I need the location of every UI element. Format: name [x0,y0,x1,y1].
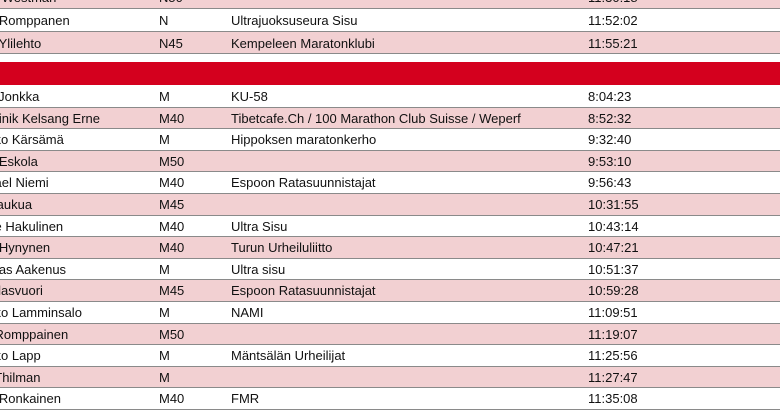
table-row: mas Aakenus M Ultra sisu 10:51:37 [0,259,780,280]
finish-time: 9:53:10 [588,154,632,169]
age-class: M40 [159,111,185,126]
runner-name: minik Kelsang Erne [0,111,100,126]
age-class: M45 [159,197,185,212]
table-row: kael Niemi M40 Espoon Ratasuunnistajat 9:56… [0,172,780,194]
table-row: kko Kärsämä M Hippoksen maratonkerho 9:32:4… [0,129,780,151]
runner-name: o Ronkainen [0,391,61,406]
club-name: Ultra sisu [231,262,286,277]
age-class: N45 [159,36,183,51]
runner-name: i Romppainen [0,327,69,342]
age-class: M40 [159,240,185,255]
runner-name: a Eskola [0,154,38,169]
club-name: NAMI [231,305,264,320]
table-row: o Hynynen M40 Turun Urheiluliitto 10:47:21 [0,237,780,259]
club-name: Ultrajuoksuseura Sisu [231,13,358,28]
club-name: Mäntsälän Urheilijat [231,348,346,363]
club-name: FMR [231,391,260,406]
runner-name: a Ylilehto [0,36,42,51]
club-name: Hippoksen maratonkerho [231,132,377,147]
club-name: Tibetcafe.Ch / 100 Marathon Club Suisse … [231,111,521,126]
finish-time: 10:43:14 [588,219,639,234]
finish-time: 11:19:07 [588,327,638,342]
finish-time: 11:25:56 [588,348,638,363]
runner-name: mas Aakenus [0,262,67,277]
finish-time: 11:52:02 [588,13,638,28]
age-class: M40 [159,391,185,406]
table-row: a Ylilehto N45 Kempeleen Maratonklubi 11:55… [0,32,780,54]
runner-name: o Hynynen [0,240,51,255]
club-name: KU-58 [231,89,268,104]
age-class: M [159,305,170,320]
age-class: M40 [159,175,185,190]
finish-time: 9:32:40 [588,132,632,147]
finish-time: 10:59:28 [588,283,639,298]
table-row: Kaukua M45 10:31:55 [0,194,780,216]
club-name: Espoon Ratasuunnistajat [231,175,376,190]
age-class: M [159,348,170,363]
club-name: Turun Urheiluliitto [231,240,333,255]
runner-name: se Hakulinen [0,219,64,234]
age-class: M50 [159,327,185,342]
runner-name: kko Lapp [0,348,41,363]
runner-name: ti Jonkka [0,89,40,104]
runner-name: kael Niemi [0,175,49,190]
table-row: Olasvuori M45 Espoon Ratasuunnistajat 10:59… [0,280,780,302]
club-name: Kempeleen Maratonklubi [231,36,375,51]
finish-time: 10:47:21 [588,240,639,255]
club-name: Espoon Ratasuunnistajat [231,283,376,298]
table-row: ja Westman N50 11:30:18 [0,0,780,9]
runner-name: i Thilman [0,370,41,385]
finish-time: 11:30:18 [588,0,638,5]
age-class: M45 [159,283,185,298]
runner-name: a Romppanen [0,13,70,28]
age-class: M40 [159,219,185,234]
table-row: minik Kelsang Erne M40 Tibetcafe.Ch / 100 … [0,108,780,129]
runner-name: Olasvuori [0,283,43,298]
table-row: o Ronkainen M40 FMR 11:35:08 [0,388,780,410]
section-divider-bar [0,62,780,85]
age-class: N [159,13,169,28]
finish-time: 8:04:23 [588,89,632,104]
age-class: M [159,89,170,104]
runner-name: Kaukua [0,197,33,212]
age-class: M50 [159,154,185,169]
table-row: ti Jonkka M KU-58 8:04:23 [0,86,780,108]
runner-name: kko Kärsämä [0,132,64,147]
finish-time: 9:56:43 [588,175,632,190]
age-class: M [159,132,170,147]
finish-time: 10:51:37 [588,262,639,277]
finish-time: 11:55:21 [588,36,638,51]
table-row: a Romppanen N Ultrajuoksuseura Sisu 11:52:0… [0,9,780,32]
age-class: M [159,370,170,385]
table-row: i Romppainen M50 11:19:07 [0,324,780,345]
finish-time: 11:27:47 [588,370,638,385]
runner-name: kko Lamminsalo [0,305,82,320]
finish-time: 11:09:51 [588,305,638,320]
age-class: N50 [159,0,183,5]
finish-time: 11:35:08 [588,391,638,406]
table-row: se Hakulinen M40 Ultra Sisu 10:43:14 [0,216,780,237]
finish-time: 10:31:55 [588,197,639,212]
runner-name: ja Westman [0,0,56,5]
table-row: i Thilman M 11:27:47 [0,367,780,388]
finish-time: 8:52:32 [588,111,632,126]
club-name: Ultra Sisu [231,219,288,234]
age-class: M [159,262,170,277]
table-row: kko Lamminsalo M NAMI 11:09:51 [0,302,780,324]
table-row: kko Lapp M Mäntsälän Urheilijat 11:25:56 [0,345,780,367]
table-row: a Eskola M50 9:53:10 [0,151,780,172]
